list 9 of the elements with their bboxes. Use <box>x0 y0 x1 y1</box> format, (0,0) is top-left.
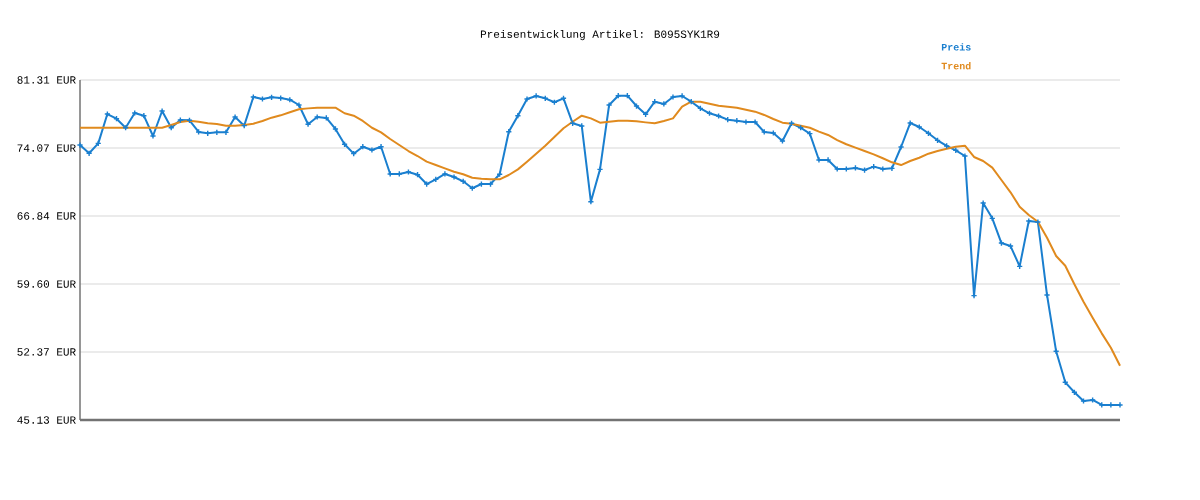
y-tick-label: 59.60 EUR <box>17 280 76 288</box>
y-tick-label: 66.84 EUR <box>17 212 76 220</box>
y-tick-label: 52.37 EUR <box>17 348 76 356</box>
y-tick-label: 45.13 EUR <box>17 416 76 424</box>
y-tick-label: 81.31 EUR <box>17 76 76 84</box>
chart-title: Preisentwicklung Artikel: B095SYK1R9 <box>480 29 720 41</box>
y-tick-label: 74.07 EUR <box>17 144 76 152</box>
text: Preis <box>941 43 971 51</box>
text: Trend <box>941 62 971 70</box>
